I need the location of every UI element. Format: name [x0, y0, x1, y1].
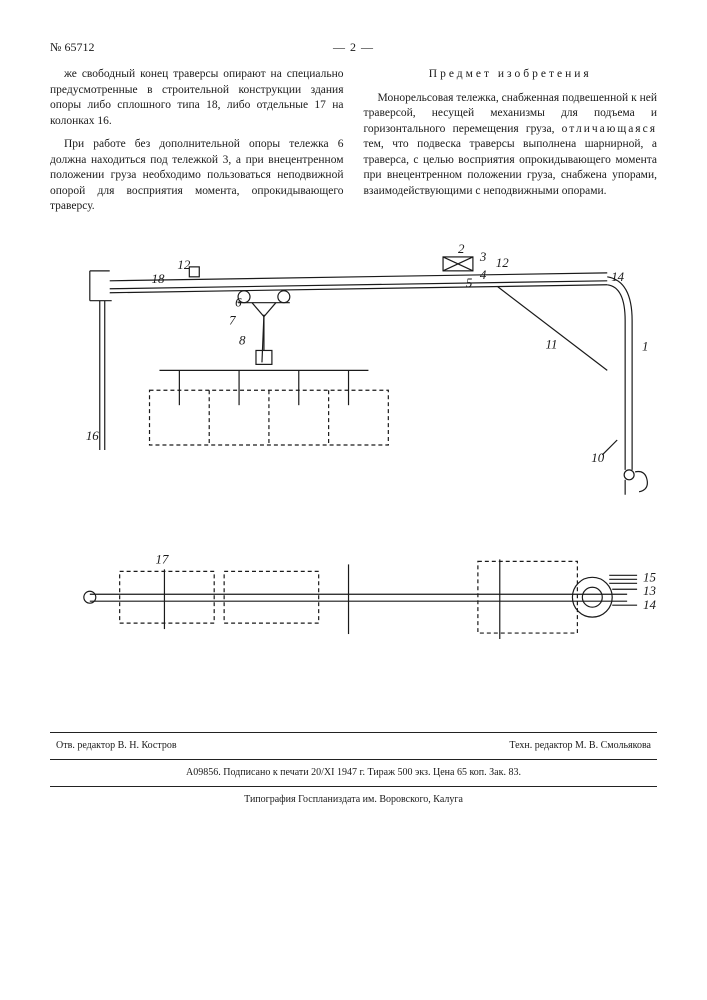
page-number: — 2 —	[333, 40, 374, 55]
fig-label-5: 5	[466, 274, 473, 289]
right-p1-b: тем, что подвеска траверсы выполнена шар…	[364, 138, 658, 197]
figure-area: 1 2 3 4 5 6 7 8 10 11 12 12 14 16 18 17 …	[50, 241, 657, 719]
fig-label-12b: 12	[496, 255, 509, 270]
text-columns: же свободный конец траверсы опирают на с…	[50, 67, 657, 223]
subject-heading: Предмет изобретения	[364, 67, 658, 83]
divider-3	[50, 786, 657, 787]
fig-label-7: 7	[229, 312, 236, 327]
printer-line: Типография Госпланиздата им. Воровского,…	[50, 793, 657, 807]
fig-label-4: 4	[480, 266, 487, 281]
fig-label-10: 10	[591, 450, 604, 465]
fig-label-11: 11	[546, 336, 558, 351]
fig-label-1: 1	[642, 338, 648, 353]
fig-label-16: 16	[86, 428, 99, 443]
right-p1-em: отличающаяся	[562, 123, 657, 135]
fig-label-2: 2	[458, 241, 465, 256]
divider-1	[50, 732, 657, 733]
page-footer: Отв. редактор В. Н. Костров Техн. редакт…	[50, 739, 657, 807]
left-column: же свободный конец траверсы опирают на с…	[50, 67, 344, 223]
fig-label-13: 13	[643, 583, 656, 598]
editor-left: Отв. редактор В. Н. Костров	[56, 739, 177, 753]
left-para-1: же свободный конец траверсы опирают на с…	[50, 67, 344, 129]
right-para-1: Монорельсовая тележка, снабженная подвеш…	[364, 91, 658, 200]
fig-label-15: 15	[643, 569, 656, 584]
fig-label-12a: 12	[177, 257, 190, 272]
fig-label-3: 3	[479, 249, 487, 264]
fig-label-17: 17	[155, 551, 168, 566]
fig-label-14: 14	[611, 268, 624, 283]
fig-label-8: 8	[239, 332, 246, 347]
editors-row: Отв. редактор В. Н. Костров Техн. редакт…	[50, 739, 657, 753]
fig-label-6: 6	[235, 294, 242, 309]
editor-right: Техн. редактор М. В. Смольякова	[509, 739, 651, 753]
patent-drawing: 1 2 3 4 5 6 7 8 10 11 12 12 14 16 18 17 …	[50, 241, 657, 719]
page-root: № 65712 — 2 — № 65712 же свободный конец…	[0, 0, 707, 1000]
imprint-line: А09856. Подписано к печати 20/XI 1947 г.…	[50, 766, 657, 780]
doc-number: № 65712	[50, 40, 94, 55]
page-header: № 65712 — 2 — № 65712	[50, 40, 657, 55]
divider-2	[50, 759, 657, 760]
fig-label-18: 18	[152, 270, 165, 285]
left-para-2: При работе без дополнительной опоры теле…	[50, 137, 344, 215]
fig-label-14b: 14	[643, 597, 656, 612]
right-column: Предмет изобретения Монорельсовая тележк…	[364, 67, 658, 223]
